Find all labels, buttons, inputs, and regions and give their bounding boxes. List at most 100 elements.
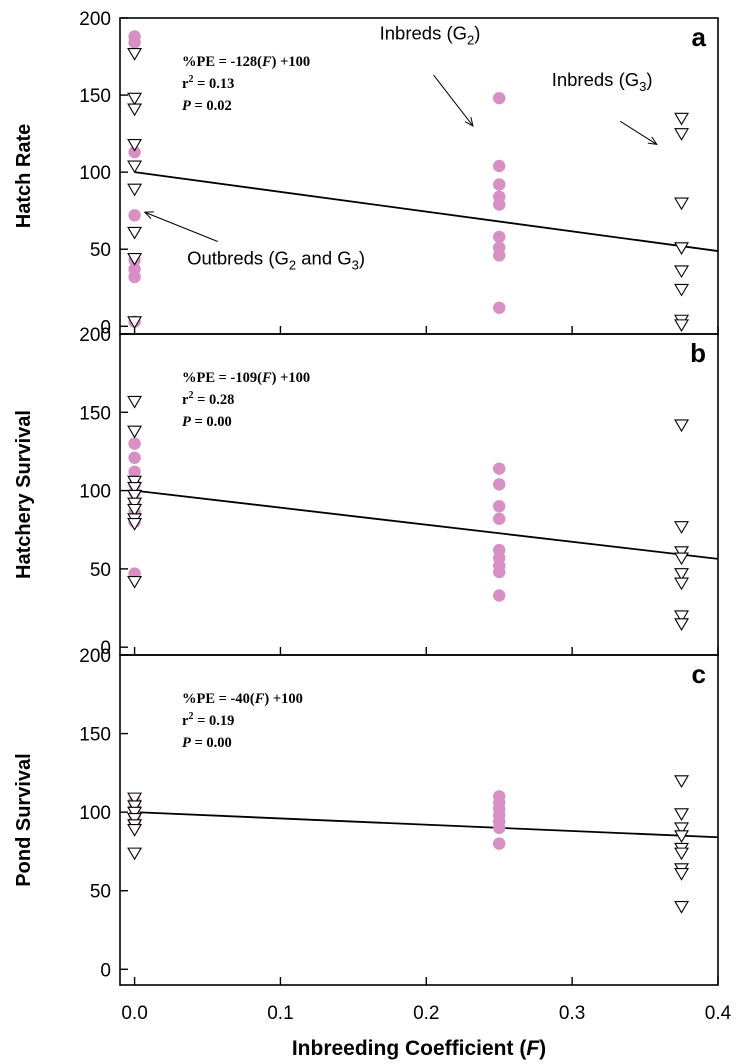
data-point-triangle [127,806,143,820]
p-value: P = 0.00 [182,735,232,751]
x-tick-label: 0.2 [413,1003,439,1024]
data-point-triangle [127,103,143,117]
data-point-triangle [674,830,689,843]
y-tick-label: 0 [100,317,111,338]
data-point-triangle [674,546,689,559]
data-point-triangle [127,497,143,511]
data-point-circle [493,589,506,602]
annotation-label: Inbreds (G3) [552,69,653,94]
data-point-circle [493,249,506,262]
y-tick-label: 150 [79,725,111,746]
data-point-triangle [127,253,143,266]
data-point-triangle [674,552,689,566]
data-point-circle [493,198,506,211]
y-tick-label: 100 [79,803,111,824]
y-tick-label: 100 [79,482,111,503]
data-point-circle [493,462,506,475]
regression-equation: %PE = -109(F) +100 [182,370,310,386]
data-point-circle [493,512,506,525]
panel-c: 0 50 100 150 200 Pond Survival c %PE = -40(F) +… [13,646,719,986]
x-tick-label: 0.3 [559,1003,585,1024]
y-axis-label: Pond Survival [13,753,35,886]
arrow-head [647,136,658,146]
data-point-circle [493,230,506,244]
annotation-label: Inbreds (G2) [380,23,481,48]
data-point-triangle [674,868,689,881]
y-tick-label: 50 [90,882,111,903]
data-point-triangle [674,419,689,433]
data-point-circle [493,478,506,491]
y-tick-label: 50 [90,560,111,581]
data-point-triangle [127,226,143,240]
data-point-triangle [127,847,143,861]
data-point-triangle [674,610,689,624]
arrow-head [143,211,154,220]
data-point-triangle [674,577,689,591]
data-point-triangle [674,283,689,297]
regression-line [134,489,719,560]
data-point-triangle [127,503,143,517]
y-tick-label: 150 [79,86,111,107]
data-point-triangle [674,112,689,126]
annotation-arrow [433,74,474,127]
plot-frame [119,654,719,986]
data-point-triangle [127,813,143,826]
y-tick-label: 100 [79,163,111,184]
data-point-circle [493,301,506,314]
data-point-triangle [127,482,143,495]
data-point-triangle [674,808,689,821]
p-value: P = 0.02 [182,98,232,114]
data-point-circle [128,437,141,450]
data-point-triangle [127,425,143,439]
regression-line [134,811,719,839]
data-point-triangle [127,800,143,814]
y-tick-label: 150 [79,403,111,424]
data-point-triangle [674,901,689,914]
y-tick-label: 200 [79,9,111,30]
data-point-triangle [674,521,689,534]
regression-equation: %PE = -128(F) +100 [182,54,310,70]
data-point-circle [493,565,506,579]
y-axis-label: Hatchery Survival [13,410,35,579]
data-point-triangle [674,242,689,255]
data-point-triangle [127,92,143,106]
data-point-circle [128,451,141,464]
regression-equation: %PE = -40(F) +100 [182,691,303,707]
data-point-triangle [674,265,689,279]
data-point-triangle [674,847,689,861]
panel-letter: a [692,22,707,52]
x-tick-label: 0.4 [705,1003,732,1024]
data-point-triangle [674,128,689,141]
data-point-circle [493,821,506,835]
data-point-circle [128,270,141,284]
data-point-circle [128,465,141,478]
panel-a: 0 50 100 150 200 Hatch Rate a %PE = -128(F) +10… [13,9,719,338]
annotation-arrow [620,120,658,145]
x-axis-label: Inbreeding Coefficient (F) [292,1037,546,1060]
data-point-triangle [127,824,143,837]
x-tick-label: 0.0 [121,1003,147,1024]
data-point-circle [128,145,141,159]
y-tick-label: 200 [79,646,111,667]
y-tick-label: 200 [79,325,111,346]
data-point-circle [128,209,141,222]
y-axis-label: Hatch Rate [13,124,35,228]
data-point-triangle [127,48,143,61]
y-tick-label: 0 [100,960,111,981]
data-point-triangle [674,319,689,333]
x-axis: 0.0 0.1 0.2 0.3 0.4 Inbreeding Coefficient (F… [121,1003,731,1060]
panel-letter: b [690,338,706,368]
data-point-triangle [127,489,143,503]
arrow-head [464,117,474,127]
data-point-circle [493,837,506,850]
data-point-circle [493,159,506,173]
p-value: P = 0.00 [182,414,232,430]
data-point-triangle [127,792,143,806]
r-squared: r2 = 0.28 [182,390,234,408]
regression-line [134,171,719,252]
data-point-circle [493,91,506,105]
data-point-circle [493,178,506,191]
annotation-label: Outbreds (G2 and G3) [187,248,365,273]
data-point-triangle [127,518,143,531]
